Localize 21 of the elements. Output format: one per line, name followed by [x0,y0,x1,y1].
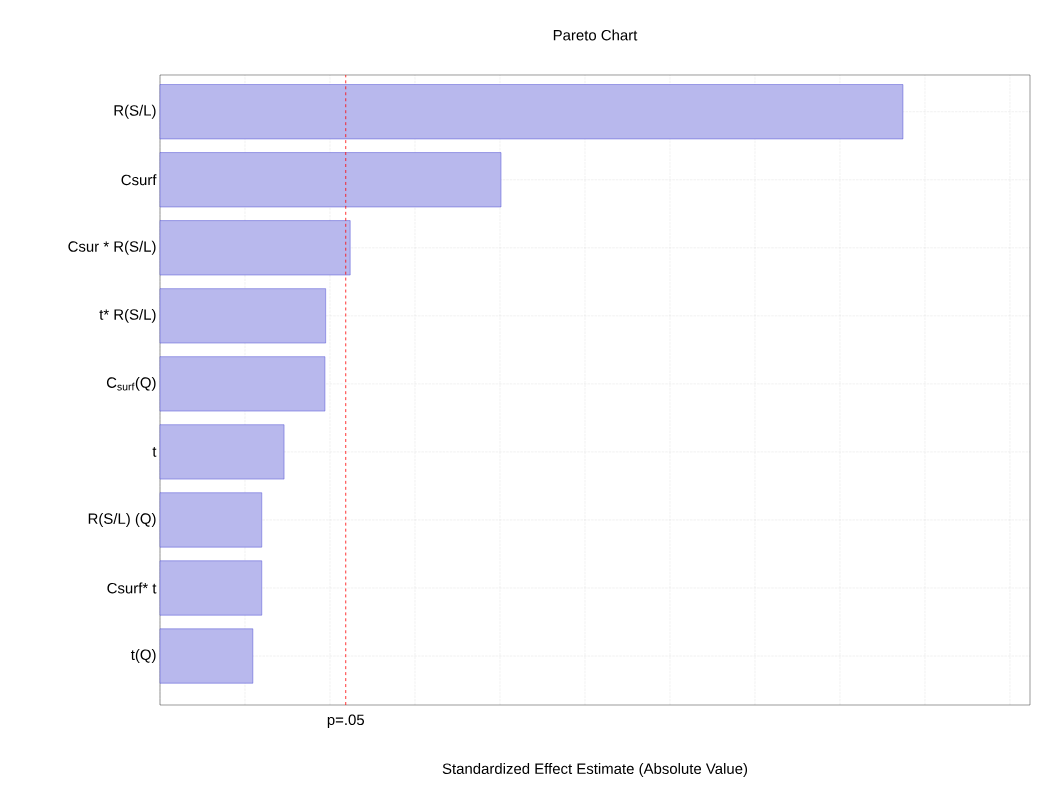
bar [159,356,326,412]
x-axis-title: Standardized Effect Estimate (Absolute Value) [442,763,748,777]
y-tick-label: Csur * R(S/L) [68,240,156,255]
y-tick-label: Csurf [121,174,157,186]
y-tick-label: t* R(S/L) [99,308,156,323]
chart-title: Pareto Chart [553,29,638,41]
bar [159,424,285,480]
bar [159,220,351,276]
y-tick-label: t(Q) [130,649,156,663]
y-tick-label: C$_{surf}$(Q) [106,376,156,391]
bar [159,560,262,616]
y-tick-label: R(S/L) (Q) [88,512,156,527]
y-tick-label: R(S/L) [114,104,156,119]
y-tick-label: t [152,447,157,457]
bar [159,288,326,344]
y-tick-label: Csurf* t [107,582,157,594]
bar [159,492,262,548]
bar [159,84,904,140]
bar [159,152,502,208]
bar [159,628,254,684]
ref-line-label: p=.05 [327,714,365,729]
